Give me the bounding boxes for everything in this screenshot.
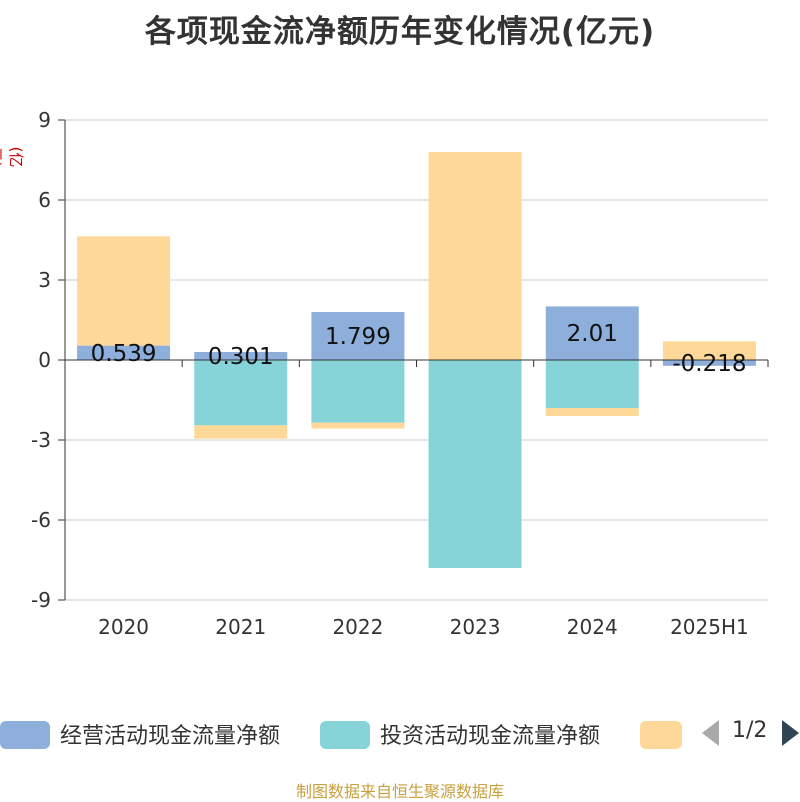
chart-title: 各项现金流净额历年变化情况(亿元) [144,14,656,50]
bar-segment [545,306,639,360]
bar-segment [77,345,171,360]
bar-segment [311,312,405,360]
bar-segment [545,408,639,416]
y-tick-label: 9 [38,108,51,132]
y-tick-label: 0 [38,348,51,372]
bar-segment [77,236,171,346]
x-tick-label: 2022 [332,615,383,639]
bar-segment [194,351,288,360]
bar-segment [662,341,756,360]
x-tick-label: 2021 [215,615,266,639]
bar-segment [311,422,405,429]
bar-segment [194,360,288,426]
bar-segment [545,360,639,408]
data-label: 0.539 [91,341,157,367]
data-labels: 0.539 0.301 1.799 2.01 -0.218 [91,321,747,377]
legend-swatch-financing[interactable] [640,721,682,749]
data-label: -0.218 [672,351,746,377]
legend-label-investing[interactable]: 投资活动现金流量净额 [380,724,601,749]
bar-segment [428,360,522,568]
bar-segment [428,152,522,360]
x-tick-label: 2020 [98,615,149,639]
legend: 经营活动现金流量净额 投资活动现金流量净额 1/2 [0,712,800,756]
data-label: 0.301 [208,344,274,370]
legend-swatch-investing[interactable] [320,721,370,749]
data-label: 1.799 [325,324,391,350]
y-tick-label: -3 [31,428,51,452]
legend-page-indicator: 1/2 [732,718,768,743]
y-tick-label: -9 [31,588,51,612]
legend-next-page-icon[interactable] [782,720,799,746]
x-tick-label: 2024 [567,615,618,639]
gridlines [65,119,768,601]
y-tick-label: 3 [38,268,51,292]
bar-chart: 9 6 3 0 -3 -6 -9 2020 2021 2022 2023 2024 2025H1 0.5… [31,108,769,639]
y-tick-label: 6 [38,188,51,212]
x-tick-label: 2023 [450,615,501,639]
legend-prev-page-icon[interactable] [702,720,719,746]
data-source-note: 制图数据来自恒生聚源数据库 [295,782,504,801]
bar-segment [311,360,405,423]
bar-segment [662,360,756,366]
x-tick-label: 2025H1 [670,615,749,639]
bar-segment [194,425,288,439]
bars [77,152,756,568]
legend-label-operating[interactable]: 经营活动现金流量净额 [60,724,281,749]
legend-swatch-operating[interactable] [0,721,50,749]
axes: 9 6 3 0 -3 -6 -9 2020 2021 2022 2023 2024 2025H1 [31,108,769,639]
y-tick-label: -6 [31,508,51,532]
data-label: 2.01 [567,321,618,347]
